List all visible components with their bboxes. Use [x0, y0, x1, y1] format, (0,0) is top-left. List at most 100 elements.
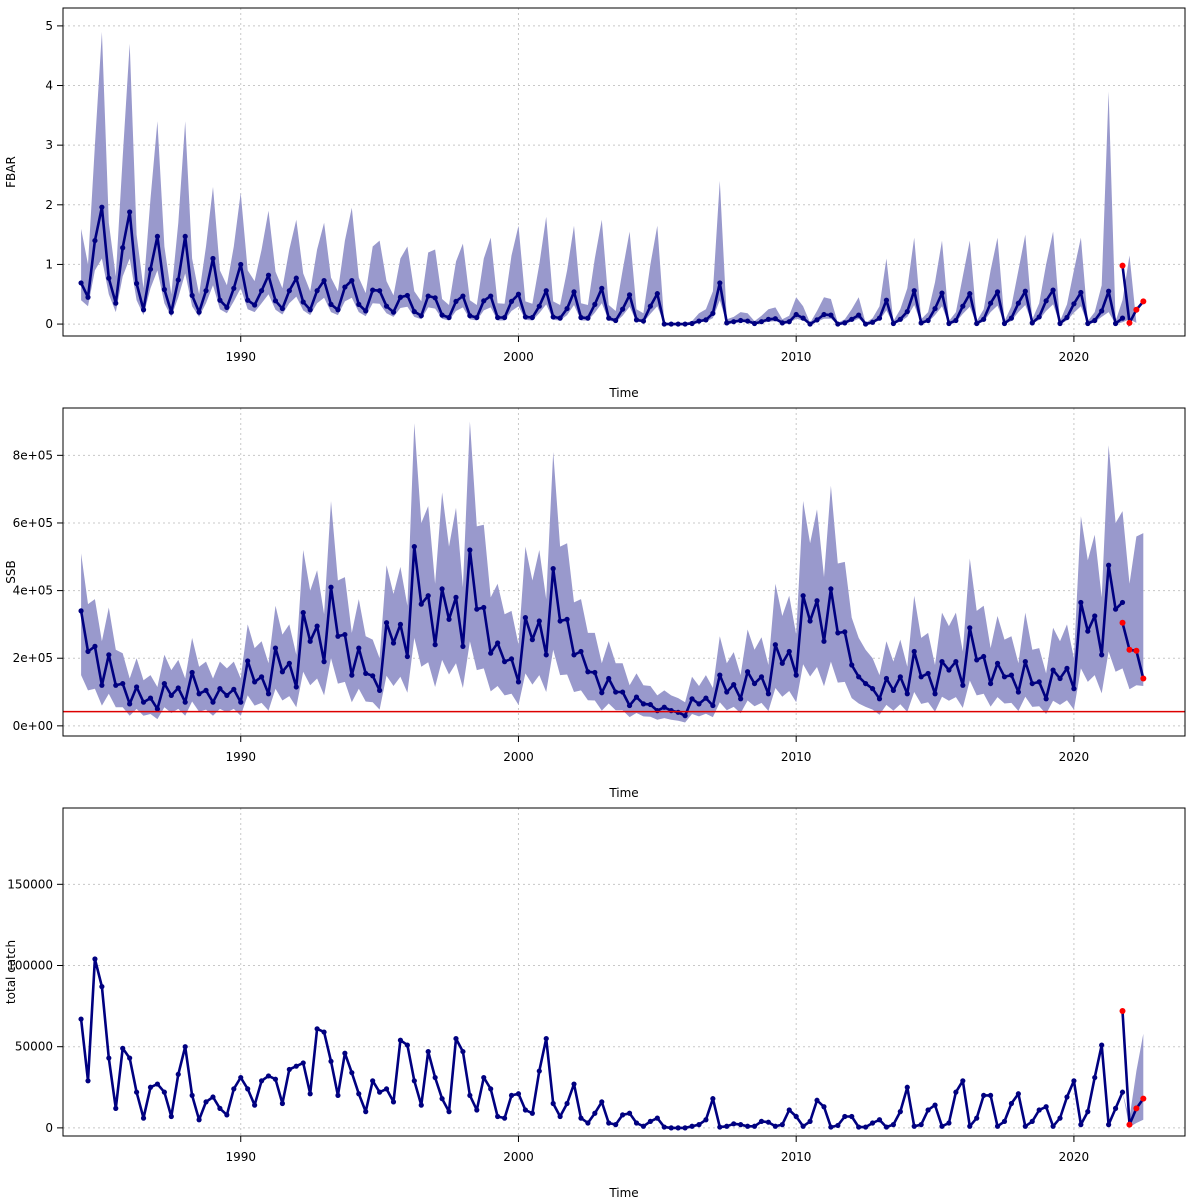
data-point [168, 692, 174, 699]
data-point [904, 691, 910, 697]
data-point [508, 656, 515, 662]
data-point [953, 659, 959, 665]
data-point [210, 255, 216, 262]
data-point [876, 1117, 883, 1123]
plot-frame [62, 807, 1186, 1137]
data-point [633, 317, 640, 323]
data-point [717, 672, 723, 678]
data-point [606, 315, 612, 321]
data-point [321, 1029, 327, 1035]
data-point [974, 320, 980, 327]
data-point [495, 1113, 501, 1120]
data-point [835, 1122, 841, 1129]
data-point [1064, 1094, 1070, 1100]
data-point [856, 1124, 862, 1130]
data-point [710, 1096, 716, 1102]
data-point [564, 1100, 570, 1107]
data-point [738, 317, 744, 324]
data-point [953, 1089, 959, 1095]
data-point [960, 682, 966, 688]
data-point [224, 304, 230, 310]
data-point [932, 1102, 938, 1108]
data-point [967, 1123, 973, 1129]
data-point [661, 704, 667, 710]
data-point [383, 620, 390, 626]
forecast-point [1119, 262, 1126, 269]
data-point [265, 1073, 272, 1079]
data-point [182, 699, 188, 705]
data-point [863, 321, 869, 327]
data-point [474, 1107, 480, 1113]
data-point [918, 1122, 924, 1128]
data-point [120, 1045, 126, 1051]
data-point [724, 689, 730, 695]
forecast-point [1126, 319, 1133, 326]
data-point [439, 1096, 445, 1102]
data-point [404, 292, 410, 299]
data-point [161, 286, 167, 293]
data-point [189, 292, 195, 299]
data-point [821, 1104, 827, 1110]
data-point [265, 272, 272, 278]
data-point [800, 315, 806, 321]
data-point [467, 313, 473, 319]
data-point [196, 309, 202, 315]
data-point [1001, 1118, 1008, 1124]
data-point [654, 291, 660, 297]
panel-2: 1990 2000 2010 2020 0e+00 2e+05 4e+05 6e+05 8e+0… [4, 407, 1186, 800]
data-point [717, 1124, 723, 1130]
data-point [1092, 1074, 1098, 1081]
data-point [328, 1058, 334, 1064]
data-point [390, 309, 397, 315]
data-point [967, 625, 973, 631]
data-point [238, 1074, 244, 1081]
data-point [828, 1124, 834, 1130]
data-point [258, 288, 265, 294]
data-point [751, 1123, 758, 1129]
data-point [488, 1086, 494, 1092]
data-point [279, 669, 286, 675]
data-point [800, 1123, 806, 1129]
data-point [1112, 320, 1119, 327]
data-point [92, 643, 98, 649]
data-point [557, 1113, 563, 1120]
data-point [189, 669, 195, 676]
data-point [821, 638, 827, 644]
data-point [515, 1091, 522, 1097]
data-point [224, 692, 230, 699]
data-point [1029, 1118, 1035, 1124]
data-point [939, 290, 945, 296]
data-point [515, 679, 522, 685]
data-point [626, 292, 633, 298]
data-point [967, 291, 973, 297]
data-point [314, 288, 320, 294]
data-point [863, 680, 869, 687]
data-point [397, 1037, 404, 1043]
data-point [842, 1113, 848, 1120]
data-point [918, 674, 924, 680]
data-point [1064, 314, 1070, 321]
data-point [599, 285, 605, 291]
data-point [425, 593, 431, 599]
data-point [856, 674, 862, 680]
data-point [133, 280, 140, 287]
data-point [432, 295, 438, 301]
data-point [1078, 289, 1084, 296]
data-point [807, 1118, 813, 1124]
data-point [1001, 674, 1008, 680]
data-point [279, 305, 286, 312]
data-point [744, 1123, 751, 1129]
data-point [772, 1123, 778, 1129]
data-point [154, 1081, 161, 1087]
data-point [140, 307, 147, 313]
data-point [300, 609, 306, 616]
data-point [363, 308, 369, 314]
data-point [633, 694, 640, 700]
data-point [286, 288, 292, 294]
data-point [411, 308, 417, 315]
data-point [1043, 696, 1049, 702]
data-point [592, 669, 598, 676]
data-point [404, 653, 410, 660]
data-point [522, 615, 529, 621]
data-point [481, 298, 487, 304]
